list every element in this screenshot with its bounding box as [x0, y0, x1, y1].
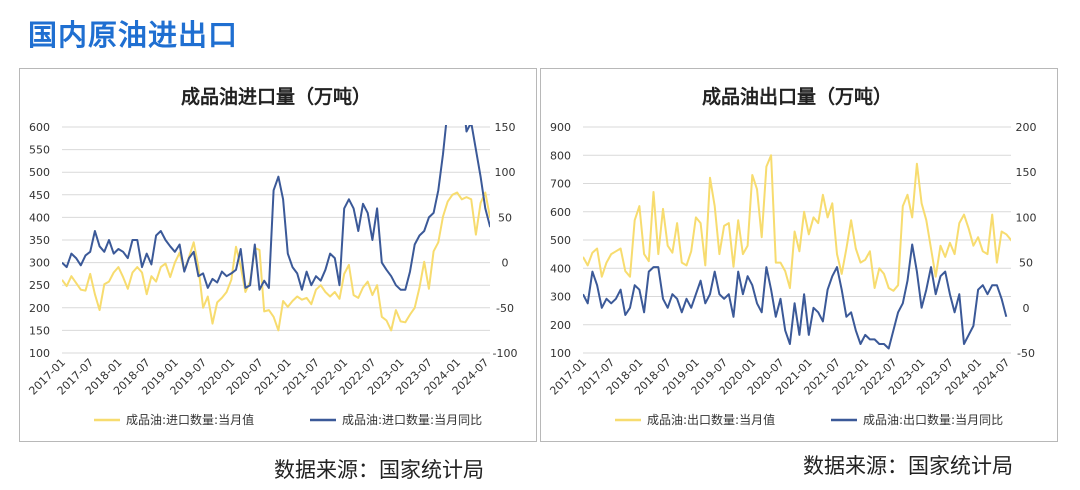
import-chart: 成品油进口量（万吨）100150200250300350400450500550… — [26, 85, 518, 427]
series-line-yoy — [62, 125, 490, 291]
y-right-tick-label: 50 — [498, 211, 512, 224]
y-left-tick-label: 600 — [29, 121, 50, 134]
y-right-tick-label: 50 — [1019, 257, 1033, 270]
y-left-tick-label: 500 — [29, 166, 50, 179]
chart-title: 成品油进口量（万吨） — [181, 85, 371, 108]
y-right-tick-label: 150 — [1016, 166, 1037, 179]
source-note-right: 数据来源：国家统计局 — [803, 454, 1013, 478]
export-chart-panel: 成品油出口量（万吨） 100 200 300 400 500 600 700 800 900 -50… — [540, 68, 1058, 442]
y-left-tick-label: 200 — [550, 319, 571, 332]
y-left-tick-label: 200 — [29, 302, 50, 315]
series-line-value — [62, 191, 490, 332]
y-left-tick-label: 800 — [550, 149, 571, 162]
export-chart: 成品油出口量（万吨）100200300400500600700800900-50… — [547, 85, 1037, 427]
y-right-tick-label: -50 — [496, 302, 514, 315]
y-left-tick-label: 400 — [29, 211, 50, 224]
series-line-value — [583, 154, 1011, 292]
y-right-tick-label: 200 — [1016, 121, 1037, 134]
legend-label: 成品油:进口数量:当月同比 — [342, 412, 482, 427]
y-left-tick-label: 100 — [29, 347, 50, 360]
y-left-tick-label: 400 — [550, 262, 571, 275]
chart-title: 成品油出口量（万吨） — [702, 85, 892, 108]
y-right-tick-label: 0 — [502, 257, 509, 270]
legend-label: 成品油:出口数量:当月值 — [647, 412, 775, 427]
y-left-tick-label: 250 — [29, 279, 50, 292]
y-left-tick-label: 100 — [550, 347, 571, 360]
page-title: 国内原油进出口 — [28, 18, 239, 52]
legend-label: 成品油:出口数量:当月同比 — [863, 412, 1003, 427]
y-left-tick-label: 500 — [550, 234, 571, 247]
source-note-left: 数据来源：国家统计局 — [274, 458, 484, 482]
y-left-tick-label: 600 — [550, 206, 571, 219]
series-line-yoy — [583, 243, 1008, 350]
y-left-tick-label: 300 — [29, 257, 50, 270]
y-left-tick-label: 900 — [550, 121, 571, 134]
y-right-tick-label: 0 — [1023, 302, 1030, 315]
y-left-tick-label: 450 — [29, 189, 50, 202]
y-right-tick-label: -100 — [493, 347, 518, 360]
y-right-tick-label: 100 — [495, 166, 516, 179]
y-right-tick-label: 100 — [1016, 211, 1037, 224]
legend-label: 成品油:进口数量:当月值 — [126, 412, 254, 427]
y-left-tick-label: 150 — [29, 324, 50, 337]
y-right-tick-label: 150 — [495, 121, 516, 134]
import-chart-panel: 成品油进口量（万吨） 100 150 200 250 300 350 400 450 500 550… — [19, 68, 537, 442]
y-left-tick-label: 350 — [29, 234, 50, 247]
y-right-tick-label: -50 — [1017, 347, 1035, 360]
y-left-tick-label: 300 — [550, 291, 571, 304]
y-left-tick-label: 700 — [550, 178, 571, 191]
y-left-tick-label: 550 — [29, 144, 50, 157]
